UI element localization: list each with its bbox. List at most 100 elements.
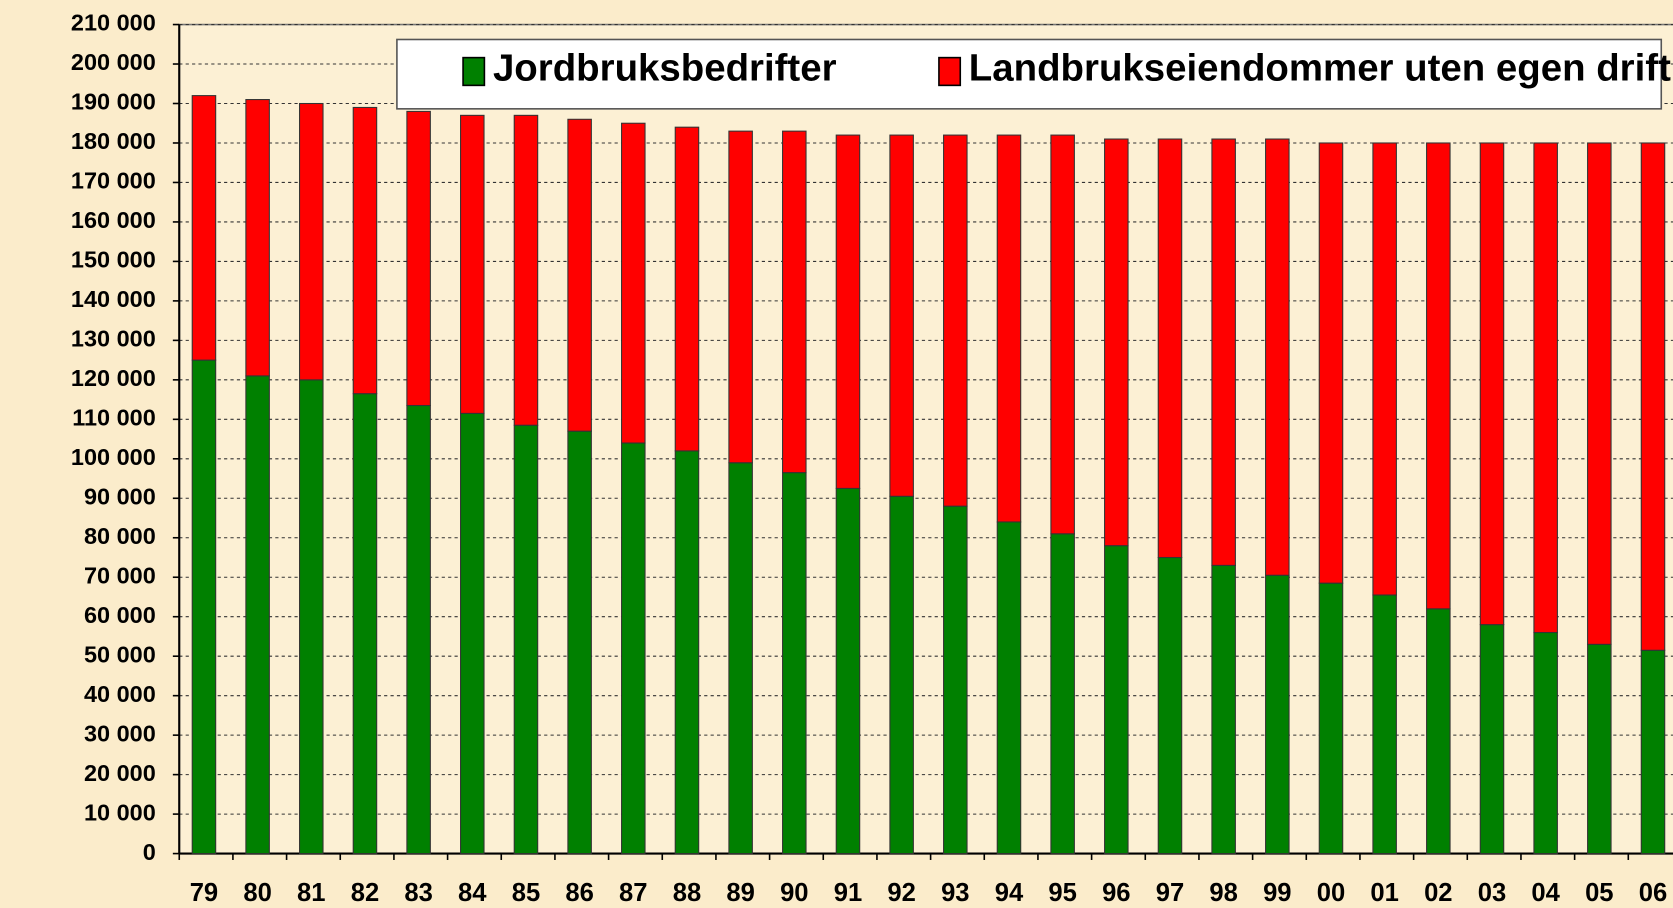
bar-segment: [299, 102, 324, 381]
bar-segment: [1104, 545, 1129, 855]
y-tick-label: 210 000: [71, 10, 156, 36]
bar-segment: [1426, 142, 1451, 610]
bar-segment: [728, 130, 753, 464]
x-tick-label: 86: [565, 879, 593, 907]
x-tick-label: 04: [1531, 879, 1560, 907]
x-tick-label: 90: [780, 879, 808, 907]
y-tick-label: 170 000: [71, 168, 156, 194]
bar-segment: [835, 487, 861, 855]
legend-box: [396, 38, 1663, 110]
legend-swatch: [938, 56, 962, 87]
y-tick-label: 80 000: [84, 523, 156, 549]
bar-segment: [299, 379, 324, 855]
bar-segment: [782, 472, 807, 855]
y-tick-label: 0: [143, 839, 156, 865]
bar-segment: [567, 430, 592, 855]
x-tick-label: 96: [1102, 879, 1130, 907]
y-tick-label: 120 000: [71, 365, 156, 391]
bar-segment: [1157, 556, 1183, 855]
x-tick-label: 92: [887, 879, 915, 907]
bar-segment: [1318, 582, 1344, 855]
bar-segment: [1426, 608, 1451, 855]
y-tick-label: 60 000: [84, 602, 156, 628]
y-tick-label: 100 000: [71, 444, 156, 470]
x-tick-label: 87: [619, 879, 647, 907]
y-tick-label: 190 000: [71, 89, 156, 115]
y-tick-label: 90 000: [84, 483, 156, 509]
y-tick-label: 40 000: [84, 681, 156, 707]
bar-segment: [1265, 574, 1290, 855]
x-tick-label: 94: [995, 879, 1024, 907]
x-tick-label: 93: [941, 879, 969, 907]
bar-segment: [1533, 631, 1558, 855]
y-tick-label: 20 000: [84, 760, 156, 786]
bar-segment: [245, 99, 270, 377]
y-tick-label: 160 000: [71, 207, 156, 233]
x-tick-label: 03: [1478, 879, 1506, 907]
bar-segment: [674, 126, 700, 452]
bar-segment: [1265, 138, 1290, 576]
bar-segment: [1640, 142, 1666, 651]
bar-segment: [460, 114, 485, 414]
x-tick-label: 81: [297, 879, 325, 907]
bar-segment: [1211, 564, 1236, 855]
y-tick-label: 200 000: [71, 49, 156, 75]
bar-segment: [943, 134, 968, 507]
x-tick-label: 95: [1048, 879, 1076, 907]
x-tick-label: 80: [243, 879, 271, 907]
x-tick-label: 05: [1585, 879, 1613, 907]
bar-segment: [1479, 142, 1505, 626]
bar-segment: [1050, 134, 1075, 535]
bar-segment: [1587, 142, 1612, 645]
legend-label: Landbrukseiendommer uten egen drift: [969, 47, 1671, 90]
x-tick-label: 88: [673, 879, 701, 907]
x-tick-label: 02: [1424, 879, 1452, 907]
bar-segment: [191, 359, 217, 855]
bar-segment: [674, 450, 700, 855]
y-tick-label: 70 000: [84, 562, 156, 588]
bar-segment: [943, 505, 968, 855]
x-tick-label: 79: [190, 879, 218, 907]
bar-segment: [406, 404, 431, 855]
bar-segment: [782, 130, 807, 474]
bar-segment: [996, 134, 1022, 523]
bar-segment: [1479, 624, 1505, 855]
bar-segment: [621, 122, 646, 444]
x-tick-label: 06: [1639, 879, 1667, 907]
bar-segment: [245, 375, 270, 855]
y-tick-label: 30 000: [84, 720, 156, 746]
bar-segment: [728, 462, 753, 855]
x-tick-label: 82: [351, 879, 379, 907]
y-tick-label: 180 000: [71, 128, 156, 154]
x-tick-label: 99: [1263, 879, 1291, 907]
x-tick-label: 89: [726, 879, 754, 907]
bar-segment: [835, 134, 861, 489]
bar-segment: [352, 393, 378, 855]
bar-segment: [1640, 649, 1666, 855]
bar-segment: [1372, 594, 1397, 855]
bar-segment: [1533, 142, 1558, 634]
bar-segment: [513, 424, 539, 855]
x-tick-label: 83: [404, 879, 432, 907]
bar-segment: [460, 412, 485, 855]
y-tick-label: 110 000: [72, 405, 156, 431]
bar-segment: [621, 442, 646, 855]
legend-swatch: [462, 56, 486, 87]
bar-segment: [1157, 138, 1183, 559]
bar-segment: [1050, 533, 1075, 855]
y-tick-label: 50 000: [84, 641, 156, 667]
y-tick-label: 10 000: [84, 799, 156, 825]
bar-segment: [352, 106, 378, 395]
x-tick-label: 01: [1370, 879, 1398, 907]
bar-segment: [889, 134, 914, 497]
bar-segment: [406, 110, 431, 407]
y-tick-label: 130 000: [71, 326, 156, 352]
bar-segment: [513, 114, 539, 426]
x-tick-label: 91: [834, 879, 862, 907]
bar-segment: [996, 521, 1022, 855]
bar-segment: [1211, 138, 1236, 566]
bar-segment: [567, 118, 592, 432]
bar-segment: [191, 95, 217, 361]
bar-segment: [1104, 138, 1129, 547]
